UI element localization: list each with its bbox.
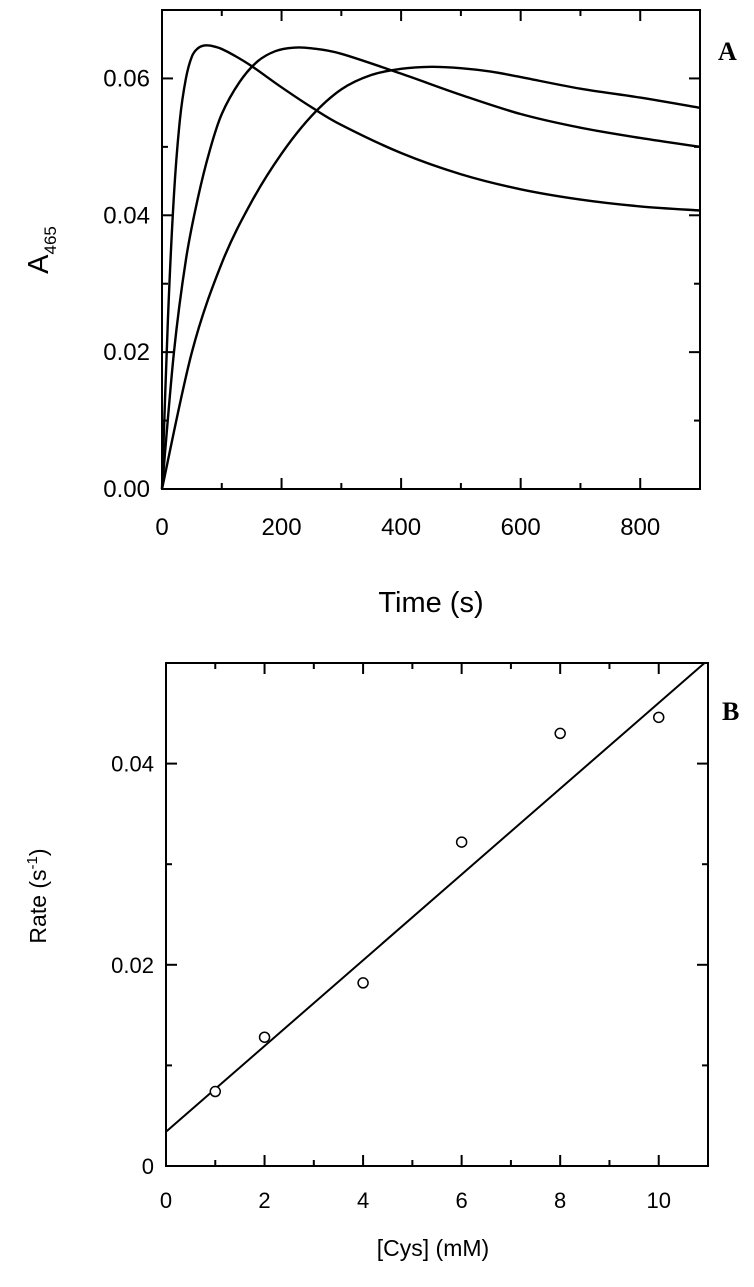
panel-b-x-axis-title: [Cys] (mM): [377, 1235, 489, 1261]
panel-b-data-points: [209, 711, 665, 1098]
panel-b-y-axis-title-superscript: -1: [24, 856, 41, 869]
panel-b-x-tick-label: 2: [258, 1188, 270, 1213]
panel-b-y-axis-title-base: Rate (s: [25, 869, 51, 943]
panel-a-y-tick-label: 0.02: [103, 339, 150, 366]
panel-b-y-axis-title-suffix: ): [25, 848, 51, 856]
panel-b-fit-line-group: [165, 662, 706, 1133]
panel-a-x-tick-label: 600: [501, 514, 541, 541]
panel-b-data-point: [209, 1085, 222, 1098]
panel-a-y-axis-title-base: A: [23, 254, 55, 274]
panel-b-y-tick-label: 0.02: [111, 953, 154, 978]
panel-a-y-axis-title: A465: [23, 226, 60, 274]
panel-b-x-tick-label: 0: [160, 1188, 172, 1213]
panel-a-tick-labels: 0 200 400 600 800 0.00 0.02 0.04 0.06: [103, 65, 660, 541]
panel-b-data-point: [258, 1031, 271, 1043]
panel-a-y-tick-label: 0.00: [103, 476, 150, 503]
panel-a-curves: [160, 44, 701, 490]
panel-b-y-tick-label: 0.04: [111, 752, 154, 777]
panel-a-ticks: [161, 10, 701, 490]
panel-a-x-tick-label: 0: [155, 514, 168, 541]
panel-b-scatter-chart: 0 2 4 6 8 10 0 0.02 0.04 [Cys] (mM) Rate (s-1) B: [24, 662, 739, 1261]
panel-b-data-point: [652, 711, 665, 724]
panel-a-x-tick-label: 200: [262, 514, 302, 541]
panel-b-x-tick-label: 4: [357, 1188, 369, 1213]
panel-b-data-point: [554, 727, 566, 740]
panel-b-ticks: [165, 663, 709, 1167]
panel-b-x-tick-label: 10: [646, 1188, 670, 1213]
panel-a-x-tick-label: 800: [620, 514, 660, 541]
panel-a-series-line-3: [160, 65, 701, 490]
panel-a-x-axis-title: Time (s): [378, 587, 483, 619]
panel-b-label: B: [722, 697, 739, 726]
panel-b-plot-frame: [165, 662, 709, 1167]
panel-b-y-axis-title: Rate (s-1): [24, 848, 51, 943]
panel-b-y-tick-label: 0: [142, 1154, 154, 1179]
panel-a-line-chart: 0 200 400 600 800 0.00 0.02 0.04 0.06 Time (s) A…: [23, 9, 737, 619]
panel-a-y-tick-label: 0.06: [103, 65, 150, 92]
panel-b-data-point: [357, 977, 369, 989]
panel-a-series-line-1: [160, 44, 701, 490]
panel-a-series-line-2: [160, 46, 701, 490]
panel-b-tick-labels: 0 2 4 6 8 10 0 0.02 0.04: [111, 752, 671, 1213]
panel-b-x-tick-label: 8: [554, 1188, 566, 1213]
panel-b-fit-line: [165, 662, 706, 1133]
panel-b-x-tick-label: 6: [456, 1188, 468, 1213]
panel-a-label: A: [718, 37, 737, 66]
panel-a-plot-frame: [161, 9, 701, 490]
panel-b-data-point: [455, 836, 468, 848]
panel-a-x-tick-label: 400: [381, 514, 421, 541]
panel-a-y-axis-title-subscript: 465: [41, 226, 60, 254]
panel-a-y-tick-label: 0.04: [103, 202, 150, 229]
